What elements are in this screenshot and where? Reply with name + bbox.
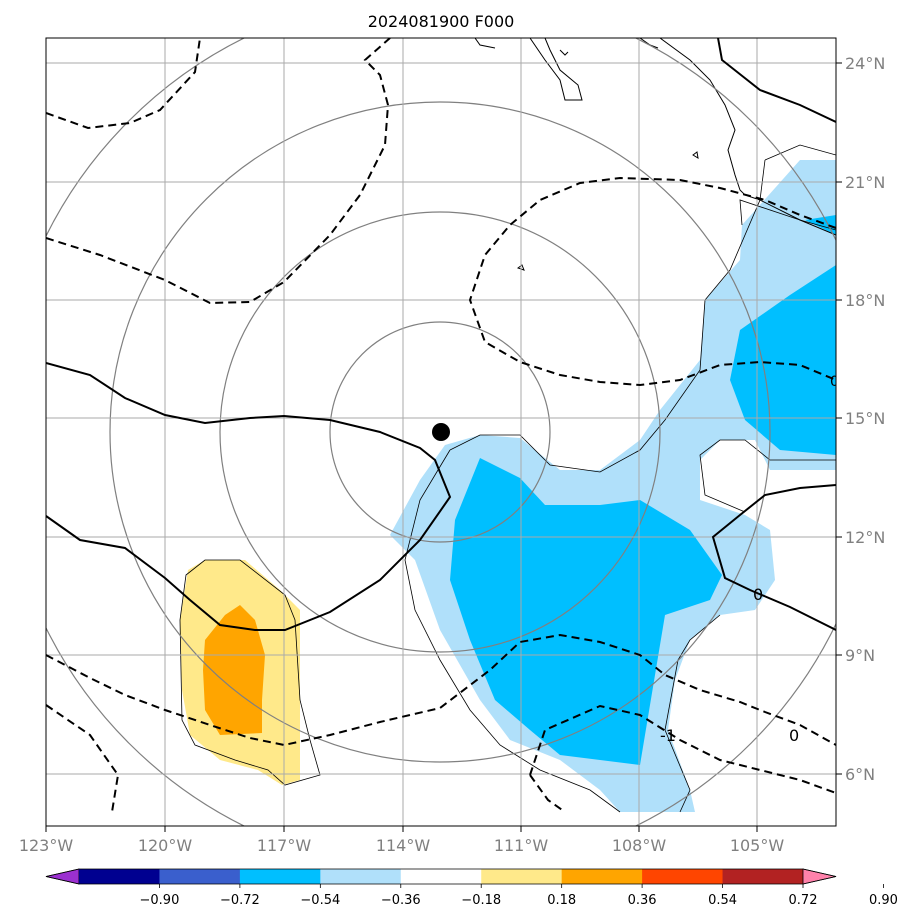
colorbar-segment xyxy=(79,869,160,884)
colorbar: −0.90 −0.72 −0.54 −0.36 −0.18 0.18 0.36 0.54 0.7… xyxy=(45,868,898,908)
outline-contours xyxy=(179,144,836,813)
colorbar-tick-label: 0.90 xyxy=(869,893,898,908)
contour-label-zero-lower: 0 xyxy=(753,585,763,604)
colorbar-tick-label: 0.36 xyxy=(628,893,657,908)
map-title: 2024081900 F000 xyxy=(368,12,515,31)
lat-label: 12°N xyxy=(845,528,885,547)
dashed-contours xyxy=(46,38,836,813)
colorbar-extend-low xyxy=(45,868,80,885)
map-frame xyxy=(45,37,837,827)
lon-label: 108°W xyxy=(612,836,667,855)
lat-label: 24°N xyxy=(845,54,885,73)
negative-anomaly-medium-central xyxy=(450,458,722,765)
lon-label: 111°W xyxy=(494,836,549,855)
colorbar-tick-label: −0.54 xyxy=(300,893,340,908)
contour-label-zero-right: 0 xyxy=(830,374,839,390)
tick-marks xyxy=(45,62,842,832)
colorbar-tick-label: −0.72 xyxy=(220,893,260,908)
colorbar-tick-label: 0.54 xyxy=(708,893,737,908)
lat-label: 18°N xyxy=(845,291,885,310)
colorbar-segment xyxy=(481,869,563,884)
distance-rings xyxy=(46,38,836,826)
colorbar-tick-label: 0.72 xyxy=(789,893,818,908)
contour-label-zero-south: 0 xyxy=(789,726,799,745)
colorbar-segment xyxy=(642,869,724,884)
colorbar-segment xyxy=(561,869,643,884)
lon-label: 117°W xyxy=(257,836,312,855)
colorbar-tick-label: −0.36 xyxy=(381,893,421,908)
colorbar-outline xyxy=(45,868,837,885)
colorbar-segment xyxy=(722,869,804,884)
positive-anomaly-medium-west xyxy=(203,605,265,735)
lon-label: 123°W xyxy=(19,836,74,855)
lon-label: 105°W xyxy=(730,836,785,855)
colorbar-segment xyxy=(159,869,241,884)
colorbar-extend-high xyxy=(802,868,837,885)
colorbar-tick-label: 0.18 xyxy=(547,893,576,908)
colorbar-segment xyxy=(239,869,321,884)
lat-label: 21°N xyxy=(845,173,885,192)
lat-label: 15°N xyxy=(845,409,885,428)
colorbar-segment xyxy=(320,869,402,884)
contour-label-minus-one: -1 xyxy=(660,726,676,745)
lat-label: 9°N xyxy=(845,646,875,665)
solid-contours xyxy=(46,38,836,631)
lat-label: 6°N xyxy=(845,765,875,784)
negative-anomaly-medium-strip xyxy=(805,215,836,235)
latitude-labels: 24°N 21°N 18°N 15°N 12°N 9°N 6°N xyxy=(845,54,885,784)
colorbar-segment xyxy=(400,869,482,884)
colorbar-tick-label: −0.90 xyxy=(140,893,180,908)
lon-label: 114°W xyxy=(376,836,431,855)
lon-label: 120°W xyxy=(138,836,193,855)
colorbar-tick-label: −0.18 xyxy=(461,893,501,908)
longitude-labels: 123°W 120°W 117°W 114°W 111°W 108°W 105°… xyxy=(19,836,785,855)
storm-center-marker xyxy=(432,423,450,441)
map-area: 0 0 0 -1 xyxy=(46,38,839,826)
gridlines xyxy=(46,38,836,826)
